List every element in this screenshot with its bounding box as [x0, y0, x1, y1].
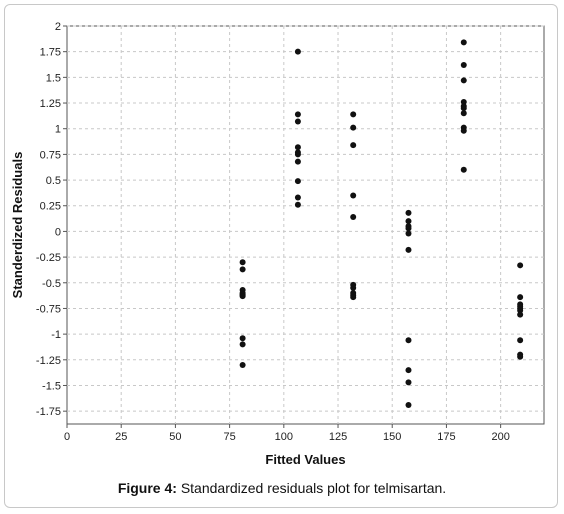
y-axis-ticks: 2 1.75 1.5 1.25 1 0.75 0.5 0.25 0 -0.25 -0.5 -0.75 -…	[36, 21, 67, 418]
x-tick-label: 75	[223, 431, 235, 443]
data-point	[460, 110, 467, 117]
x-tick-label: 150	[383, 431, 401, 443]
data-point	[460, 62, 467, 69]
grid-lines	[67, 25, 544, 424]
y-tick-label: 2	[55, 21, 61, 33]
data-point	[350, 294, 357, 301]
data-point	[405, 230, 412, 237]
y-tick-label: 1.5	[46, 72, 61, 84]
data-point	[460, 166, 467, 173]
y-tick-label: 1.25	[40, 98, 61, 110]
data-point	[405, 246, 412, 253]
x-tick-label: 100	[275, 431, 293, 443]
data-point	[294, 111, 301, 118]
x-tick-label: 0	[64, 431, 70, 443]
data-point	[294, 178, 301, 185]
data-point	[517, 262, 524, 269]
data-point	[239, 335, 246, 342]
y-axis-title: Standerdized Residuals	[10, 152, 25, 299]
y-tick-label: 0.75	[40, 149, 61, 161]
data-point	[294, 194, 301, 201]
data-point	[460, 77, 467, 84]
data-point	[517, 303, 524, 310]
x-axis-title: Fitted Values	[265, 452, 345, 467]
y-tick-label: -0.75	[36, 303, 61, 315]
data-point	[294, 201, 301, 208]
data-point	[350, 214, 357, 221]
data-point	[517, 337, 524, 344]
data-point	[239, 361, 246, 368]
y-tick-label: 0	[55, 226, 61, 238]
y-tick-label: 0.25	[40, 201, 61, 213]
data-point	[460, 99, 467, 106]
y-tick-label: -1.75	[36, 406, 61, 418]
data-point	[239, 341, 246, 348]
scatter-plot: 0 25 50 75 100 125 150 175 200 2 1.75 1.5 1.25 1 0.75…	[10, 21, 545, 467]
x-tick-label: 25	[115, 431, 127, 443]
y-tick-label: -1.5	[42, 380, 61, 392]
data-point	[350, 124, 357, 131]
data-point	[239, 266, 246, 273]
data-point	[517, 311, 524, 318]
x-tick-label: 125	[329, 431, 347, 443]
data-point	[239, 293, 246, 300]
y-tick-label: 0.5	[46, 175, 61, 187]
plot-area	[66, 25, 545, 425]
y-tick-label: -1	[51, 329, 61, 341]
data-point	[294, 144, 301, 151]
x-axis-ticks: 0 25 50 75 100 125 150 175 200	[64, 424, 510, 443]
data-point	[350, 111, 357, 118]
x-tick-label: 50	[169, 431, 181, 443]
data-point	[405, 367, 412, 374]
data-point	[350, 284, 357, 291]
data-point	[294, 149, 301, 156]
data-point	[517, 353, 524, 360]
y-tick-label: 1.75	[40, 47, 61, 59]
y-tick-label: -1.25	[36, 355, 61, 367]
data-point	[460, 127, 467, 134]
data-point	[405, 223, 412, 230]
data-point	[294, 118, 301, 125]
y-tick-label: -0.25	[36, 252, 61, 264]
data-point	[294, 48, 301, 55]
data-points	[239, 39, 524, 408]
data-point	[405, 401, 412, 408]
data-point	[460, 103, 467, 110]
data-point	[405, 337, 412, 344]
data-point	[517, 294, 524, 301]
data-point	[294, 158, 301, 165]
data-point	[350, 192, 357, 199]
y-tick-label: 1	[55, 124, 61, 136]
x-tick-label: 200	[491, 431, 509, 443]
figure-caption-label: Figure 4:	[117, 480, 177, 496]
data-point	[517, 307, 524, 314]
data-point	[350, 142, 357, 149]
data-point	[460, 39, 467, 46]
data-point	[239, 259, 246, 266]
figure-caption-text: Standardized residuals plot for telmisar…	[176, 480, 447, 496]
data-point	[405, 218, 412, 225]
x-tick-label: 175	[437, 431, 455, 443]
figure-caption: Figure 4: Standardized residuals plot fo…	[0, 480, 564, 496]
data-point	[405, 209, 412, 216]
data-point	[405, 379, 412, 386]
y-tick-label: -0.5	[42, 278, 61, 290]
